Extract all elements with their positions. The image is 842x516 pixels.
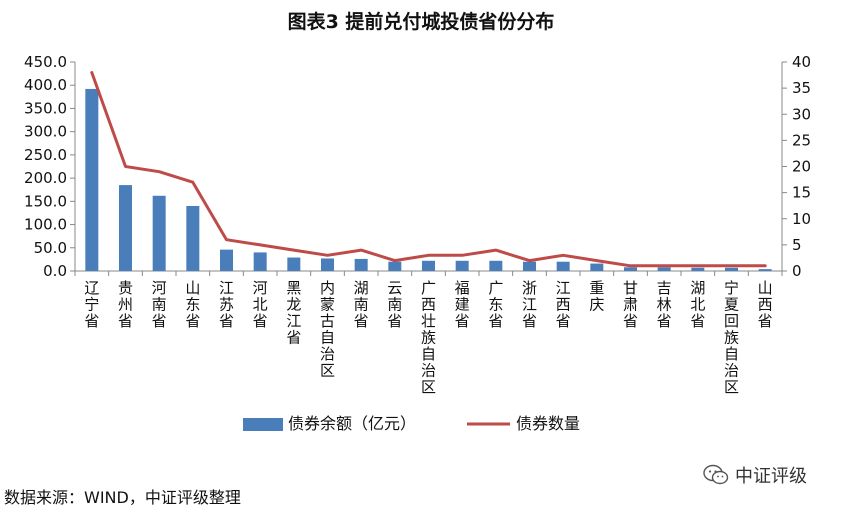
x-tick-label: 广东省: [488, 279, 503, 330]
count-line: [90, 71, 767, 268]
x-tick-label: 云南省: [387, 279, 402, 330]
right-tick-label: 30: [792, 105, 811, 123]
bar: [119, 185, 132, 271]
left-tick-label: 400.0: [24, 76, 67, 94]
bar: [85, 88, 99, 271]
left-tick-label: 50.0: [34, 239, 67, 257]
x-tick-label: 湖南省: [354, 279, 369, 330]
right-tick-label: 20: [792, 158, 811, 176]
chart-title: 图表3 提前兑付城投债省份分布: [287, 11, 555, 33]
x-tick-label: 湖北省: [690, 279, 705, 330]
x-tick-label: 江西省: [556, 279, 571, 330]
x-tick-label: 福建省: [455, 279, 470, 330]
x-tick-label: 宁夏回族自治区: [724, 279, 739, 396]
right-tick-label: 15: [792, 184, 811, 202]
legend-bar-label: 债券余额（亿元）: [288, 414, 416, 433]
wechat-icon: [703, 464, 729, 485]
x-tick-label: 贵州省: [118, 279, 133, 330]
x-tick-label: 吉林省: [657, 279, 672, 330]
right-tick-label: 0: [792, 262, 802, 280]
x-tick-label: 山东省: [185, 279, 200, 330]
left-tick-label: 100.0: [24, 216, 67, 234]
right-tick-label: 35: [792, 79, 811, 97]
watermark-text: 中证评级: [735, 466, 807, 487]
bar: [758, 269, 772, 271]
bar: [388, 261, 402, 271]
count-line-path: [90, 71, 767, 268]
bar: [152, 195, 166, 271]
x-tick-label: 山西省: [758, 279, 773, 330]
legend-line-label: 债券数量: [516, 414, 580, 433]
x-tick-label: 重庆: [589, 279, 604, 314]
bar: [455, 260, 469, 271]
bar: [489, 260, 503, 271]
x-tick-label: 浙江省: [522, 279, 537, 330]
bar: [186, 205, 200, 271]
left-tick-label: 150.0: [24, 192, 67, 210]
bar: [624, 267, 637, 271]
bar: [321, 258, 334, 271]
bar: [725, 267, 738, 271]
bar: [422, 260, 435, 271]
axes: 0.050.0100.0150.0200.0250.0300.0350.0400…: [24, 53, 811, 280]
left-tick-label: 350.0: [24, 99, 67, 117]
right-tick-label: 10: [792, 210, 811, 228]
bar: [556, 261, 570, 271]
left-tick-label: 300.0: [24, 123, 67, 141]
left-tick-label: 200.0: [24, 169, 67, 187]
left-tick-label: 250.0: [24, 146, 67, 164]
bar: [253, 252, 267, 271]
bar: [523, 261, 536, 271]
bar: [220, 249, 233, 271]
right-tick-label: 40: [792, 53, 811, 71]
x-tick-label: 黑龙江省: [286, 279, 301, 347]
x-tick-label: 江苏省: [219, 279, 234, 330]
bar: [691, 267, 705, 271]
bar: [590, 263, 604, 271]
bar: [354, 258, 368, 271]
x-tick-label: 河南省: [152, 279, 167, 330]
left-tick-label: 450.0: [24, 53, 67, 71]
right-tick-label: 25: [792, 131, 811, 149]
x-tick-label: 广西壮族自治区: [421, 279, 436, 396]
bar: [287, 257, 301, 271]
x-tick-label: 甘肃省: [623, 279, 638, 330]
source-note: 数据来源：WIND，中证评级整理: [4, 488, 241, 507]
left-tick-label: 0.0: [43, 262, 67, 280]
bar: [657, 267, 671, 271]
watermark: 中证评级: [703, 462, 807, 488]
legend-bar-swatch: [243, 418, 283, 431]
x-tick-labels: 辽宁省 贵州省 河南省 山东省 江苏省 河北省 黑龙江省 内蒙古自治区 湖南省 云南省 广西壮族自治…: [84, 279, 772, 396]
x-tick-label: 河北省: [253, 279, 268, 330]
x-tick-label: 辽宁省: [84, 279, 99, 330]
bars: [85, 88, 772, 271]
right-tick-label: 5: [792, 236, 802, 254]
legend: 债券余额（亿元） 债券数量: [243, 414, 580, 433]
x-tick-label: 内蒙古自治区: [320, 279, 335, 380]
